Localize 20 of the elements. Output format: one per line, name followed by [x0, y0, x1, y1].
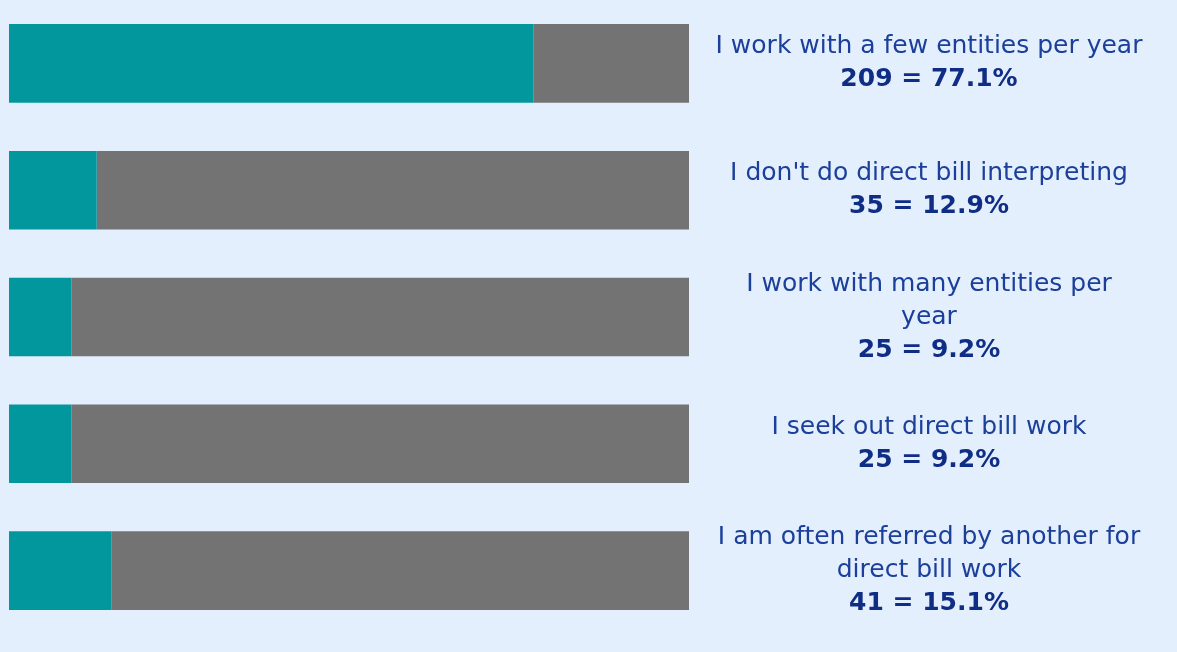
- y-tick-label: I seek out direct bill work: [771, 410, 1088, 440]
- bar: [111, 531, 689, 610]
- bar: [9, 404, 72, 484]
- data-label: 209 = 77.1%: [840, 63, 1018, 93]
- y-tick-label: I work with many entities per year: [746, 267, 1113, 330]
- bar: [533, 24, 689, 103]
- data-label: 35 = 12.9%: [849, 190, 1009, 220]
- bar: [9, 150, 97, 230]
- data-label: 41 = 15.1%: [849, 587, 1009, 617]
- data-label: 25 = 9.2%: [857, 333, 1001, 363]
- bar: [9, 531, 112, 610]
- bar: [9, 277, 72, 357]
- y-tick-label: I don't do direct bill interpreting: [730, 157, 1128, 187]
- y-tick-label: I work with a few entities per year: [715, 30, 1144, 60]
- bar: [71, 277, 689, 357]
- data-label: 25 = 9.2%: [857, 443, 1001, 473]
- y-tick-label: I am often referred by another for direct bill work: [717, 521, 1141, 584]
- bar: [71, 404, 689, 484]
- bar: [9, 24, 534, 103]
- bar: [96, 150, 689, 230]
